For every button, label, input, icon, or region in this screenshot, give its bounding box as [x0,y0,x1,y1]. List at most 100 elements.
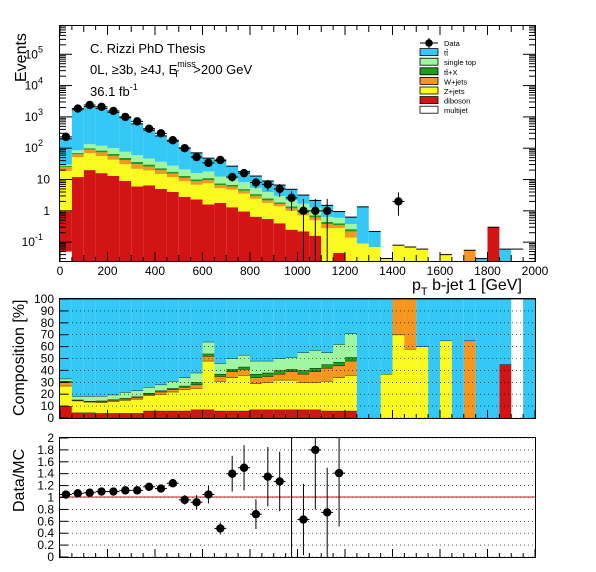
composition-bar [166,410,179,418]
composition-bar [178,377,191,386]
data-point [275,184,284,194]
composition-bar [321,364,334,369]
composition-bar [119,299,132,393]
composition-bar [95,413,108,418]
stack-bar [238,189,250,191]
y-tick-label: 30 [41,375,55,389]
composition-bar [250,299,262,361]
composition-bar [333,299,345,345]
stack-bar [250,195,262,199]
composition-bar [356,299,369,418]
composition-bar [143,387,155,394]
stack-bar [143,185,155,261]
stack-bar [440,254,452,261]
composition-bar [190,372,203,383]
stack-bar [166,191,179,261]
composition-bar [166,299,179,382]
composition-bar [95,299,108,396]
y-tick-label: 10 [37,173,51,187]
stack-bar [95,152,108,157]
composition-bar [273,370,286,374]
ratio-point [97,487,106,496]
composition-bar [178,410,191,418]
x-tick-label: 1600 [427,264,454,278]
stack-bar [226,186,239,190]
data-point [192,152,201,162]
data-point [144,124,154,133]
composition-bar [273,373,286,380]
composition-bar [333,365,345,378]
ratio-point [121,486,130,495]
stack-bar [368,246,381,261]
stack-bar [83,106,96,145]
composition-bar [202,360,215,410]
stack-bar [166,171,179,174]
stack-bar [119,164,132,181]
data-point [287,193,296,203]
composition-bar [321,299,334,353]
y-tick-label: 1.4 [37,467,54,481]
stack-bar [143,158,155,165]
composition-frame [59,298,536,419]
stack-bar [250,187,262,195]
legend-swatch [419,105,439,114]
legend-swatch [419,48,439,56]
composition-bar [250,377,262,384]
x-tick-label: 200 [97,264,117,278]
composition-bar [178,385,191,388]
y-tick-label: 0 [47,550,54,564]
composition-bar [440,340,452,418]
composition-bar [416,346,429,418]
composition-bar [226,299,239,359]
ratio-points [60,438,345,557]
stack-bar [60,170,72,212]
composition-bar [238,354,250,367]
stack-bar [356,243,369,261]
y-tick-label: 0.2 [37,538,54,552]
stack-bar [119,117,132,152]
stack-bar [119,180,132,261]
ratio-panel: 00.20.40.60.811.21.41.61.82 Data/MC [11,431,536,564]
composition-bar [309,382,322,410]
stack-bar [143,164,155,167]
composition-bar [285,357,298,370]
stack-bar [119,160,132,165]
stack-bars [60,106,524,261]
composition-bar [285,299,298,358]
ratio-point [299,515,308,524]
data-point [227,172,237,182]
composition-bar [202,341,215,354]
composition-bar [261,409,274,418]
composition-bar [60,381,72,383]
stack-bar [368,231,381,247]
composition-bar [107,299,120,395]
stack-bar [214,183,227,186]
composition-bar [166,389,179,392]
stack-bar [345,229,357,232]
y-tick-label: 1.8 [37,443,54,457]
data-point [239,168,249,178]
y-tick-label: 0.6 [37,514,54,528]
stack-bar [333,227,345,254]
stack-bar [166,141,179,166]
stack-bar [487,227,500,261]
stack-bar [273,203,286,207]
y-tick-label: 90 [41,304,55,318]
x-tick-label: 800 [240,264,260,278]
composition-bar [95,402,108,414]
stack-bar [238,211,250,261]
composition-bar [309,409,322,418]
stack-bar [511,249,524,261]
stack-bar [131,155,144,162]
stack-bar [143,170,155,186]
y-tick-label: 0.8 [37,502,54,516]
x-tick-label: 1800 [474,264,501,278]
composition-bar [166,388,179,390]
composition-bar [202,353,215,357]
legend-swatch [419,77,439,85]
stack-bar [107,112,120,149]
stack-bar [333,211,345,218]
composition-bar [131,398,144,414]
data-point [263,180,273,189]
composition-bar [155,299,167,385]
